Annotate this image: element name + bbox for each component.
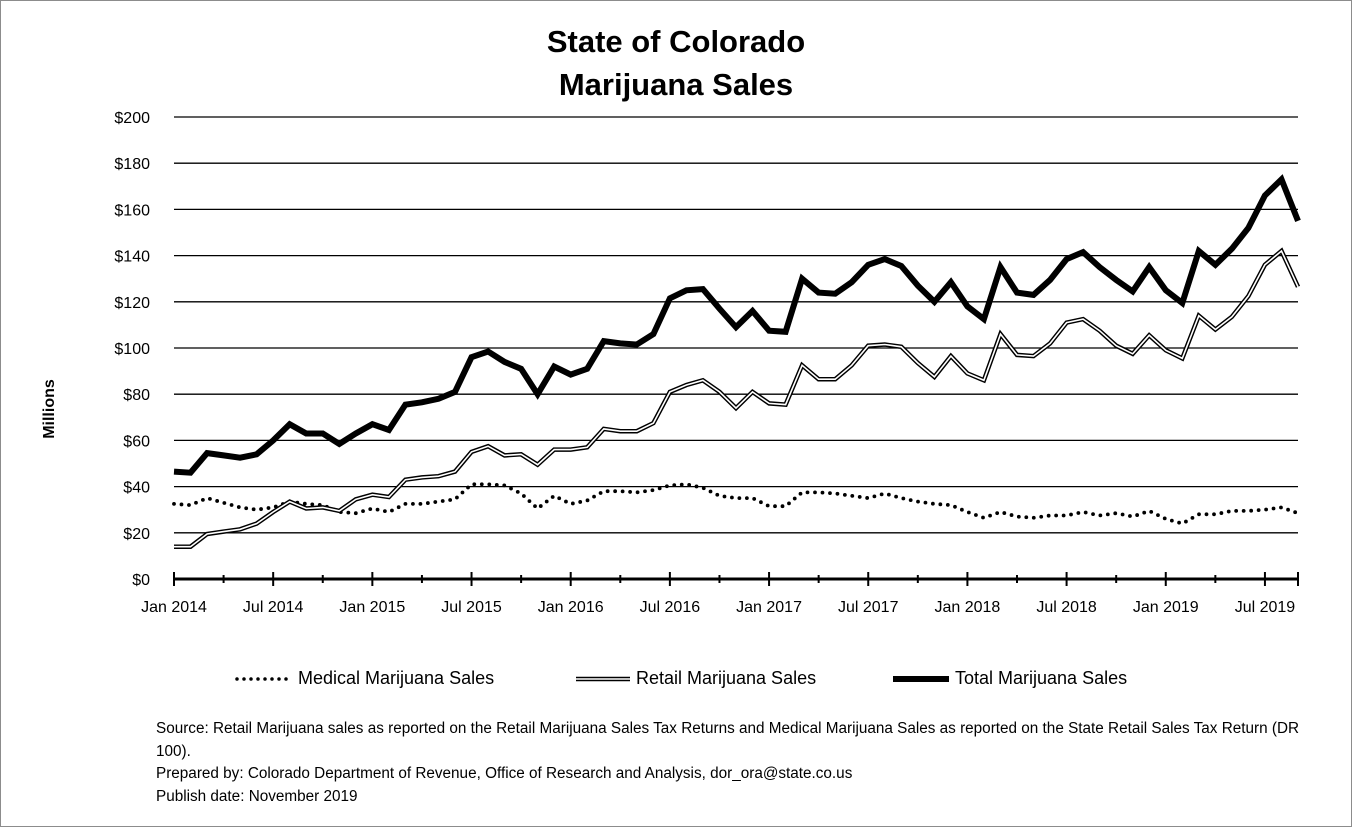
legend-item-medical: Medical Marijuana Sales (234, 668, 494, 689)
y-tick-label: $120 (114, 295, 150, 312)
legend-item-total: Total Marijuana Sales (893, 668, 1127, 689)
y-tick-label: $140 (114, 249, 150, 266)
prepared-by-line: Prepared by: Colorado Department of Reve… (156, 765, 853, 782)
legend-label-medical: Medical Marijuana Sales (298, 668, 495, 688)
legend-swatch-dotted (235, 676, 290, 681)
x-tick-label: Jan 2017 (736, 599, 802, 616)
x-tick-label: Jan 2019 (1133, 599, 1199, 616)
x-tick-label: Jan 2014 (141, 599, 207, 616)
x-tick-label: Jul 2016 (640, 599, 701, 616)
source-line: Source: Retail Marijuana sales as report… (156, 720, 1300, 760)
y-tick-label: $100 (114, 341, 150, 358)
legend-swatch-thick (893, 675, 949, 682)
x-tick-label: Jan 2016 (538, 599, 604, 616)
x-tick-label: Jul 2018 (1036, 599, 1097, 616)
x-tick-label: Jul 2017 (838, 599, 899, 616)
y-tick-label: $200 (114, 110, 150, 127)
y-tick-label: $180 (114, 156, 150, 173)
x-tick-label: Jul 2014 (243, 599, 304, 616)
y-tick-label: $160 (114, 202, 150, 219)
series-line-retail-inner (174, 249, 1299, 548)
publish-date-line: Publish date: November 2019 (156, 787, 358, 805)
y-tick-label: $20 (123, 526, 150, 543)
source-note: Source: Retail Marijuana sales as report… (156, 718, 1316, 808)
series-line-total (173, 174, 1301, 476)
series-line-retail-outer (174, 247, 1301, 549)
y-tick-label: $0 (132, 572, 150, 589)
legend-label-total: Total Marijuana Sales (955, 668, 1128, 688)
y-tick-label: $60 (123, 433, 150, 450)
y-tick-label: $40 (123, 480, 150, 497)
series-line-medical (172, 482, 1300, 526)
x-tick-label: Jan 2018 (934, 599, 1000, 616)
legend-label-retail: Retail Marijuana Sales (636, 668, 817, 688)
x-tick-label: Jul 2019 (1235, 599, 1296, 616)
chart-title-line-2: Marijuana Sales (558, 67, 794, 102)
legend-item-retail: Retail Marijuana Sales (576, 668, 816, 689)
chart-title-line-1: State of Colorado (546, 24, 806, 59)
y-tick-label: $80 (123, 387, 150, 404)
x-tick-label: Jul 2015 (441, 599, 502, 616)
x-tick-label: Jan 2015 (339, 599, 405, 616)
legend-swatch-double (576, 676, 630, 681)
